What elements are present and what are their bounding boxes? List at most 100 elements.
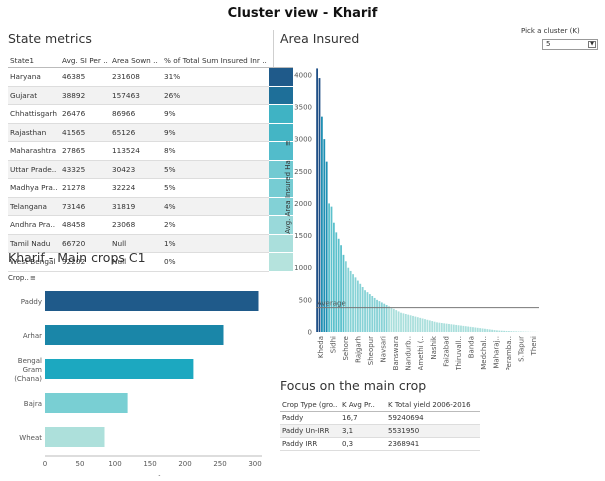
table-row[interactable]: West Bengal 92202 Null 0%	[8, 252, 293, 272]
table-row[interactable]: Paddy Un-IRR 3,1 5531950	[280, 424, 480, 438]
bar[interactable]	[515, 331, 518, 332]
bar[interactable]	[452, 324, 455, 332]
bar[interactable]	[392, 308, 395, 332]
sort-icon[interactable]: ≡	[284, 140, 292, 146]
bar[interactable]	[491, 329, 494, 332]
column-header[interactable]: State1	[8, 54, 60, 68]
bar[interactable]	[474, 327, 477, 333]
table-row[interactable]: Maharashtra 27865 113524 8%	[8, 141, 293, 161]
table-row[interactable]: Rajasthan 41565 65126 9%	[8, 123, 293, 142]
bar[interactable]	[356, 280, 359, 332]
bar[interactable]	[342, 254, 345, 332]
column-header[interactable]: Crop Type (gro..	[280, 399, 340, 412]
bar[interactable]	[354, 277, 357, 332]
chevron-down-icon[interactable]: ▼	[588, 41, 596, 48]
sort-icon[interactable]: ≡	[202, 475, 208, 476]
table-row[interactable]: Madhya Pra.. 21278 32224 5%	[8, 178, 293, 198]
bar[interactable]	[337, 238, 340, 332]
bar[interactable]	[496, 330, 498, 332]
column-header[interactable]: Area Sown ..	[110, 54, 162, 68]
cluster-select[interactable]: 5 ▼	[542, 39, 598, 50]
bar[interactable]	[436, 322, 438, 332]
bar[interactable]	[316, 68, 318, 332]
bar[interactable]	[364, 290, 366, 332]
bar[interactable]	[45, 359, 194, 379]
bar[interactable]	[390, 307, 393, 332]
column-header[interactable]: K Avg Pr..	[340, 399, 386, 412]
bar[interactable]	[45, 393, 128, 413]
bar[interactable]	[349, 270, 352, 332]
bar[interactable]	[464, 326, 467, 332]
bar[interactable]	[335, 232, 338, 332]
bar[interactable]	[433, 321, 436, 332]
table-row[interactable]: Chhattisgarh 26476 86966 9%	[8, 104, 293, 124]
bar[interactable]	[445, 323, 448, 332]
bar[interactable]	[419, 317, 422, 332]
bar[interactable]	[352, 274, 354, 332]
bar[interactable]	[450, 324, 453, 332]
bar[interactable]	[344, 261, 347, 332]
bar[interactable]	[421, 318, 424, 333]
bar[interactable]	[472, 327, 474, 332]
bar[interactable]	[426, 319, 429, 332]
bar[interactable]	[383, 303, 386, 332]
bar[interactable]	[440, 323, 443, 332]
table-row[interactable]: Paddy IRR 0,3 2368941	[280, 437, 480, 451]
table-row[interactable]: Gujarat 38892 157463 26%	[8, 86, 293, 105]
bar[interactable]	[385, 305, 388, 332]
bar[interactable]	[508, 331, 510, 332]
bar[interactable]	[479, 328, 482, 332]
table-row[interactable]: Haryana 46385 231608 31%	[8, 67, 293, 87]
bar[interactable]	[340, 245, 342, 332]
bar[interactable]	[431, 321, 434, 332]
bar[interactable]	[500, 330, 503, 332]
bar[interactable]	[481, 328, 484, 332]
bar[interactable]	[486, 329, 489, 332]
bar[interactable]	[457, 325, 460, 332]
bar[interactable]	[469, 326, 472, 332]
bar[interactable]	[323, 139, 326, 332]
axis-header[interactable]: Crop..	[8, 274, 29, 282]
bar[interactable]	[498, 330, 501, 332]
table-row[interactable]: Andhra Pra.. 48458 23068 2%	[8, 215, 293, 235]
bar[interactable]	[404, 314, 407, 332]
bar[interactable]	[347, 267, 350, 332]
bar[interactable]	[505, 330, 508, 332]
bar[interactable]	[448, 323, 450, 332]
bar[interactable]	[443, 323, 446, 332]
column-header[interactable]: Avg. SI Per ..	[60, 54, 110, 68]
bar[interactable]	[462, 325, 465, 332]
column-header[interactable]: % of Total Sum Insured Inr ..	[162, 54, 269, 68]
bar[interactable]	[517, 331, 520, 332]
bar[interactable]	[320, 116, 323, 332]
bar[interactable]	[395, 310, 398, 332]
bar[interactable]	[45, 427, 105, 447]
bar[interactable]	[378, 301, 381, 332]
bar[interactable]	[412, 315, 414, 332]
bar[interactable]	[416, 317, 419, 332]
bar[interactable]	[330, 206, 333, 332]
bar[interactable]	[512, 331, 515, 332]
bar[interactable]	[428, 320, 431, 332]
bar[interactable]	[376, 299, 378, 332]
bar[interactable]	[400, 312, 402, 332]
bar[interactable]	[407, 314, 410, 332]
bar[interactable]	[332, 222, 335, 332]
table-row[interactable]: Paddy 16,7 59240694	[280, 411, 480, 425]
bar[interactable]	[488, 329, 491, 332]
bar[interactable]	[328, 203, 330, 332]
bar[interactable]	[45, 325, 224, 345]
bar[interactable]	[484, 328, 486, 332]
bar[interactable]	[455, 324, 458, 332]
bar[interactable]	[503, 330, 506, 332]
bar[interactable]	[467, 326, 470, 332]
sort-icon[interactable]: ≡	[30, 274, 36, 282]
bar[interactable]	[380, 302, 383, 332]
bar[interactable]	[361, 287, 364, 332]
bar[interactable]	[388, 306, 390, 332]
table-row[interactable]: Uttar Prade.. 43325 30423 5%	[8, 160, 293, 179]
bar[interactable]	[318, 78, 321, 332]
bar[interactable]	[45, 291, 259, 311]
bar[interactable]	[366, 292, 369, 332]
bar[interactable]	[510, 331, 513, 332]
